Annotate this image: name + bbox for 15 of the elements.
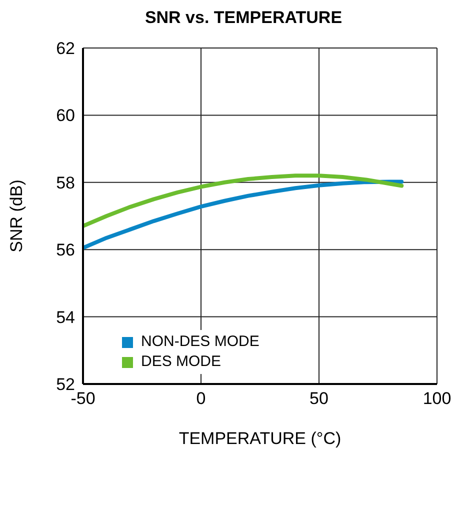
line-series [83, 180, 404, 250]
y-tick-label: 62 [56, 39, 75, 58]
x-tick-label: 0 [196, 389, 206, 408]
legend-label: DES MODE [141, 352, 222, 372]
x-axis-title: TEMPERATURE (°C) [178, 429, 342, 448]
chart-title: SNR vs. TEMPERATURE [144, 8, 344, 28]
x-tick-label: 50 [310, 389, 328, 408]
line-series [83, 174, 404, 228]
y-tick-label: 60 [56, 106, 75, 126]
y-tick-label: 56 [56, 240, 75, 260]
legend-label: NON-DES MODE [141, 332, 260, 352]
y-axis-title: SNR (dB) [7, 180, 26, 252]
x-tick-label: 100 [422, 389, 452, 408]
y-tick-label: 58 [56, 173, 75, 192]
y-tick-label: 54 [56, 308, 75, 327]
